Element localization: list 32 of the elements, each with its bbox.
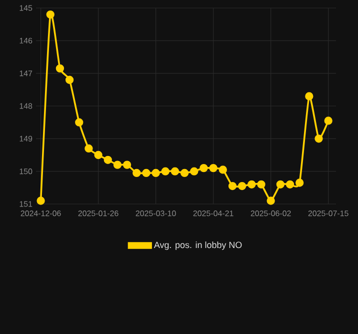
point bbox=[75, 118, 84, 126]
point bbox=[84, 144, 93, 153]
point bbox=[200, 164, 208, 172]
point bbox=[276, 180, 284, 188]
point bbox=[266, 196, 275, 205]
legend-label: Avg. pos. in lobby NO bbox=[154, 242, 242, 250]
point bbox=[161, 167, 170, 176]
point bbox=[286, 180, 294, 188]
point bbox=[218, 166, 227, 174]
point bbox=[36, 196, 45, 205]
point bbox=[190, 167, 198, 176]
point bbox=[248, 180, 256, 188]
point bbox=[46, 10, 54, 19]
point bbox=[142, 168, 150, 178]
point bbox=[238, 182, 246, 190]
point bbox=[104, 156, 112, 164]
point bbox=[56, 64, 64, 73]
point bbox=[170, 167, 180, 176]
point bbox=[228, 182, 237, 190]
point bbox=[305, 92, 314, 100]
point bbox=[132, 168, 141, 178]
point bbox=[257, 180, 266, 188]
point bbox=[94, 150, 102, 160]
point bbox=[209, 164, 218, 172]
point bbox=[324, 116, 332, 125]
point bbox=[180, 168, 189, 178]
point bbox=[152, 168, 160, 178]
point bbox=[314, 134, 323, 143]
point bbox=[295, 178, 304, 187]
point bbox=[122, 160, 132, 169]
point bbox=[65, 76, 74, 84]
point bbox=[113, 160, 122, 169]
